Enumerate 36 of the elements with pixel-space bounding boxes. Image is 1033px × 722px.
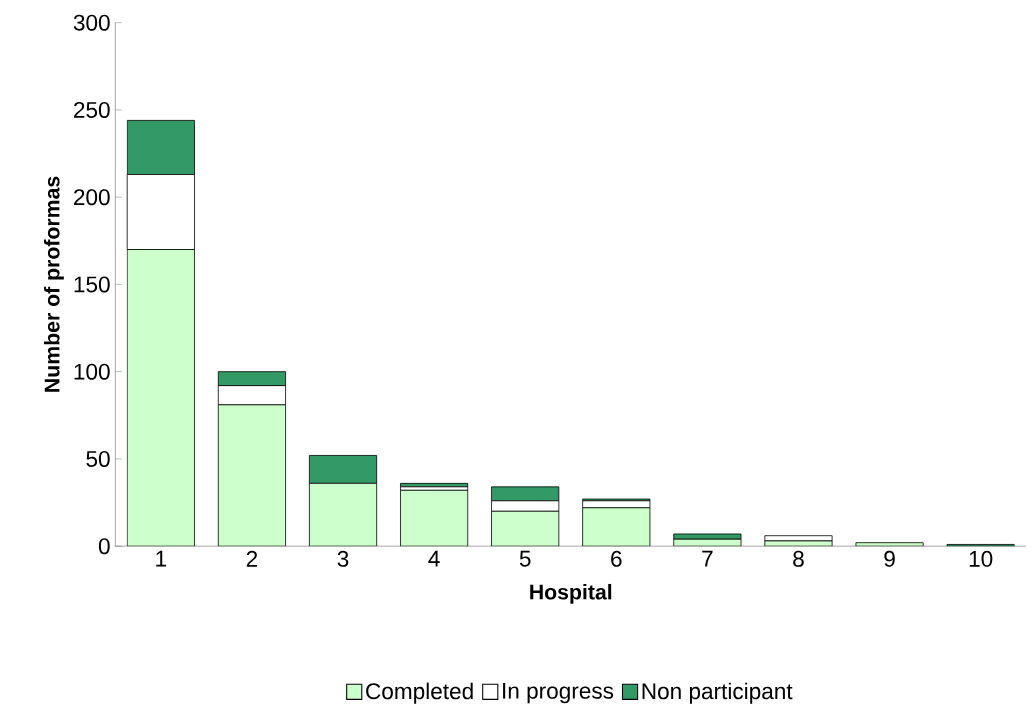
y-axis-title: Number of proformas	[43, 176, 64, 392]
bar	[126, 249, 195, 547]
y-tick-label: 50	[86, 450, 110, 467]
bar	[126, 120, 195, 175]
x-tick-label: 2	[246, 550, 258, 567]
bar	[217, 385, 286, 406]
x-tick-label: 10	[969, 550, 993, 567]
x-tick-label: 7	[702, 550, 713, 567]
legend-label: Non participant	[642, 682, 793, 704]
y-tick-label: 100	[74, 363, 110, 380]
bar	[308, 455, 378, 484]
legend-label: Completed	[366, 682, 473, 704]
y-tick-label: 250	[74, 101, 110, 118]
bar	[217, 371, 286, 387]
legend-label: In progress	[503, 683, 614, 704]
x-axis-title: Hospital	[530, 583, 612, 604]
bar	[400, 489, 469, 547]
y-tick-label: 0	[98, 538, 110, 555]
x-tick-label: 6	[611, 550, 622, 567]
bar	[491, 510, 560, 547]
x-tick-label: 9	[884, 550, 895, 567]
bar	[582, 507, 651, 547]
bar	[582, 500, 651, 509]
y-tick-label: 300	[73, 14, 110, 31]
bar	[491, 500, 560, 512]
x-tick-label: 5	[519, 550, 531, 567]
bar	[491, 486, 560, 502]
x-tick-label: 8	[793, 550, 804, 567]
bar	[400, 486, 469, 491]
y-tick-label: 200	[74, 189, 110, 206]
x-tick-label: 4	[428, 550, 440, 567]
x-tick-label: 3	[337, 550, 349, 567]
bar	[217, 404, 286, 547]
y-tick-label: 150	[74, 276, 110, 293]
x-tick-label: 1	[156, 550, 167, 567]
bar	[308, 482, 378, 547]
